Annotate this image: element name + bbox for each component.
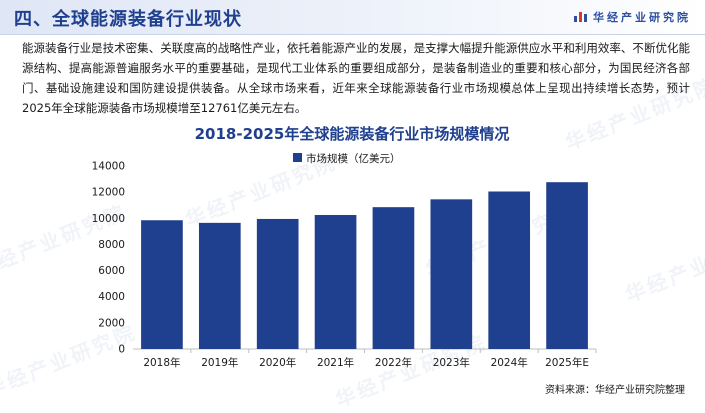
bar	[314, 215, 357, 349]
bar	[430, 199, 473, 349]
source-note: 资料来源：华经产业研究院整理	[545, 385, 685, 396]
y-tick-label: 12000	[92, 187, 125, 199]
x-tick-label: 2023年	[433, 356, 470, 369]
page-title: 四、全球能源装备行业现状	[14, 9, 242, 30]
legend-label: 市场规模（亿美元）	[306, 152, 401, 165]
y-tick-label: 10000	[92, 213, 125, 225]
intro-paragraph: 能源装备行业是技术密集、关联度高的战略性产业，依托着能源产业的发展，是支撑大幅提…	[22, 41, 690, 115]
y-tick-label: 4000	[98, 291, 125, 303]
header-bar: 四、全球能源装备行业现状 华经产业研究院	[0, 0, 705, 35]
x-tick-label: 2025年E	[545, 356, 589, 369]
x-tick-label: 2019年	[201, 356, 238, 369]
y-tick-label: 0	[118, 344, 125, 356]
y-tick-label: 14000	[92, 161, 125, 173]
x-tick-label: 2022年	[375, 356, 412, 369]
chart-title: 2018-2025年全球能源装备行业市场规模情况	[195, 125, 510, 143]
x-tick-label: 2024年	[491, 356, 528, 369]
bar	[256, 218, 299, 349]
x-tick-label: 2018年	[143, 356, 180, 369]
y-tick-label: 6000	[98, 265, 125, 277]
bar	[488, 191, 531, 349]
legend-swatch	[293, 153, 302, 162]
x-tick-label: 2020年	[259, 356, 296, 369]
bar	[141, 220, 183, 349]
brand: 华经产业研究院	[574, 9, 691, 25]
x-tick-label: 2021年	[317, 356, 354, 369]
y-tick-label: 8000	[98, 239, 125, 251]
brand-logo-icon	[574, 12, 587, 22]
bar	[372, 207, 415, 349]
bar	[546, 182, 588, 349]
bar	[198, 222, 241, 349]
y-tick-label: 2000	[98, 317, 125, 329]
brand-name: 华经产业研究院	[593, 11, 691, 24]
